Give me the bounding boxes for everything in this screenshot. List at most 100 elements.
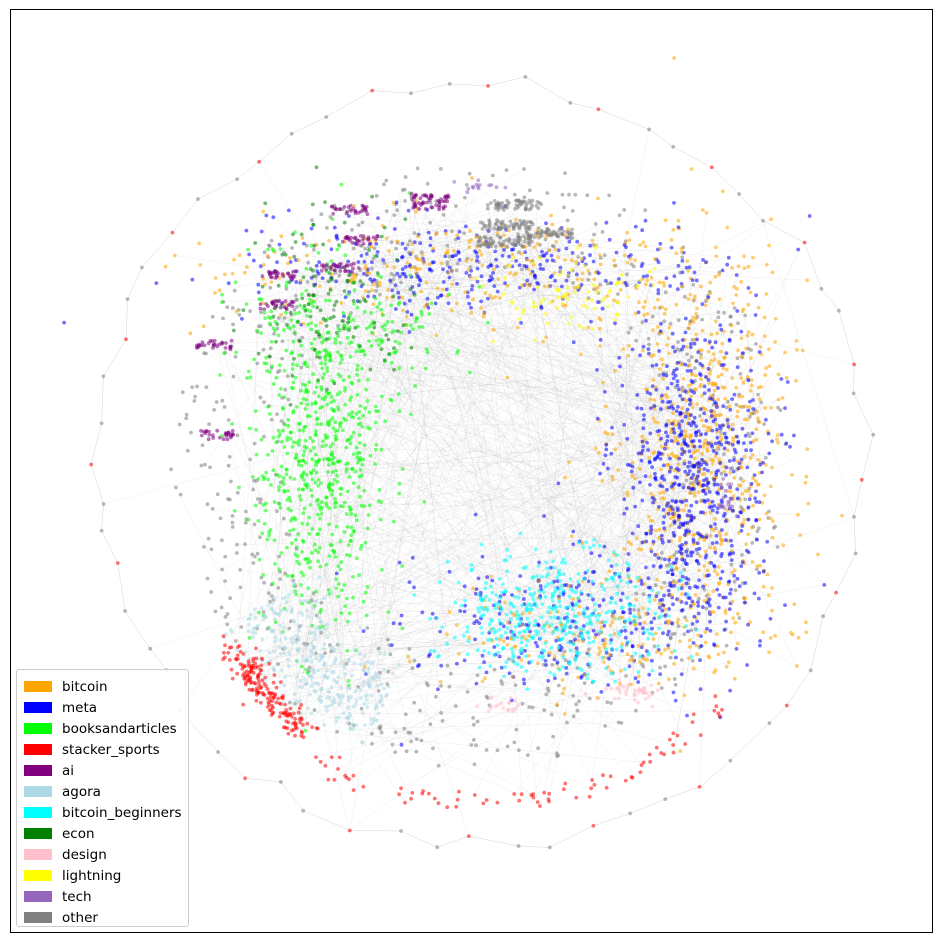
graph-node	[749, 411, 754, 416]
graph-node	[751, 407, 756, 411]
graph-edge	[280, 397, 285, 508]
graph-node	[704, 438, 708, 443]
graph-node	[553, 590, 557, 594]
graph-node	[648, 483, 652, 487]
graph-node	[724, 538, 728, 542]
graph-edge	[304, 446, 658, 457]
graph-edge	[482, 427, 680, 634]
graph-node	[684, 398, 689, 403]
graph-node	[315, 417, 319, 422]
graph-node	[610, 474, 615, 479]
graph-node	[608, 600, 613, 605]
graph-node	[366, 294, 370, 299]
graph-node	[589, 594, 593, 598]
graph-node	[732, 579, 737, 584]
graph-node	[707, 388, 711, 392]
graph-edge	[308, 708, 538, 803]
graph-edge	[599, 328, 621, 684]
graph-node	[315, 460, 320, 465]
graph-node	[724, 436, 729, 440]
graph-node	[550, 599, 555, 603]
graph-node	[699, 284, 703, 289]
graph-node	[532, 287, 536, 292]
graph-node	[576, 572, 581, 576]
graph-node	[559, 645, 564, 650]
graph-node	[283, 387, 288, 392]
graph-node	[318, 481, 323, 485]
graph-node	[250, 552, 255, 557]
graph-node	[729, 538, 733, 543]
graph-node	[289, 508, 293, 513]
graph-node	[334, 577, 339, 582]
graph-node	[639, 578, 644, 583]
graph-node	[792, 602, 797, 607]
graph-node	[528, 188, 532, 193]
graph-edge	[367, 251, 459, 297]
graph-node	[356, 485, 361, 490]
graph-node	[625, 596, 630, 600]
graph-node	[225, 612, 230, 616]
graph-node	[643, 474, 648, 479]
graph-node	[658, 672, 663, 677]
graph-edge	[518, 845, 550, 848]
graph-node	[693, 593, 698, 597]
graph-node	[687, 585, 692, 590]
graph-edge	[473, 544, 694, 725]
graph-node	[536, 746, 540, 751]
graph-edge	[421, 203, 674, 564]
graph-node	[468, 265, 473, 269]
graph-node	[695, 619, 700, 624]
graph-edge	[382, 313, 756, 316]
graph-node	[594, 632, 598, 637]
graph-node	[604, 442, 609, 447]
graph-edge	[321, 341, 396, 689]
graph-node	[702, 391, 707, 396]
graph-edge	[534, 289, 678, 605]
graph-node	[507, 254, 511, 259]
graph-node	[469, 257, 474, 262]
graph-node	[722, 469, 727, 474]
graph-node	[736, 530, 741, 535]
graph-node	[624, 245, 628, 250]
graph-node	[347, 375, 352, 379]
graph-node	[282, 316, 287, 320]
graph-node	[441, 280, 446, 284]
graph-node	[641, 344, 646, 349]
graph-edge	[272, 609, 286, 728]
graph-node	[232, 288, 237, 293]
graph-node	[713, 569, 717, 574]
graph-node	[364, 590, 368, 595]
graph-node	[658, 329, 663, 333]
graph-node	[355, 363, 360, 368]
graph-node	[419, 289, 424, 294]
graph-node	[641, 305, 646, 309]
graph-node	[229, 479, 233, 484]
graph-node	[393, 730, 398, 735]
graph-node	[717, 297, 722, 302]
graph-node	[445, 642, 449, 646]
graph-node	[529, 607, 533, 612]
graph-node	[758, 639, 762, 643]
graph-node	[268, 244, 272, 248]
graph-node	[296, 258, 301, 263]
graph-node	[686, 389, 691, 394]
graph-edge	[544, 282, 664, 287]
graph-edge	[103, 339, 127, 377]
graph-node	[612, 258, 616, 263]
graph-node	[325, 369, 330, 374]
graph-node	[662, 526, 667, 531]
graph-node	[660, 305, 664, 309]
graph-node	[735, 414, 740, 419]
graph-node	[581, 610, 586, 615]
graph-node	[548, 275, 553, 280]
graph-node	[618, 364, 622, 369]
graph-node	[598, 262, 603, 267]
graph-node	[672, 677, 677, 681]
graph-node	[666, 453, 671, 458]
graph-node	[761, 630, 766, 635]
graph-node	[754, 437, 759, 442]
graph-node	[713, 340, 718, 345]
graph-edge	[338, 644, 515, 657]
graph-edge	[389, 280, 631, 605]
graph-node	[645, 274, 649, 278]
